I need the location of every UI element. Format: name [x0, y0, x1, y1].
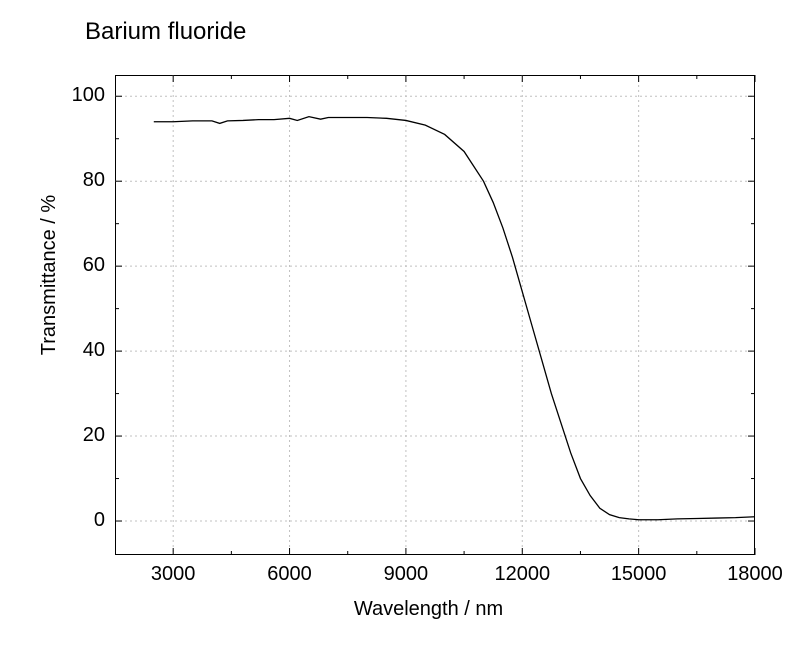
x-tick-label: 6000	[260, 563, 320, 586]
x-tick-label: 15000	[609, 563, 669, 586]
x-tick-label: 9000	[376, 563, 436, 586]
y-axis-label-text: Transmittance / %	[38, 195, 60, 355]
y-tick-label: 100	[60, 84, 105, 107]
y-tick-label: 20	[60, 424, 105, 447]
y-tick-label: 0	[60, 509, 105, 532]
x-tick-label: 18000	[725, 563, 785, 586]
chart-title: Barium fluoride	[85, 18, 246, 46]
x-axis-label: Wavelength / nm	[0, 598, 797, 621]
x-tick-label: 12000	[492, 563, 552, 586]
y-tick-label: 60	[60, 254, 105, 277]
x-axis-label-text: Wavelength / nm	[354, 598, 503, 621]
data-line	[115, 75, 755, 555]
y-tick-label: 40	[60, 339, 105, 362]
y-axis-label: Transmittance / %	[38, 150, 61, 400]
y-tick-label: 80	[60, 169, 105, 192]
x-tick-label: 3000	[143, 563, 203, 586]
title-text: Barium fluoride	[85, 18, 246, 45]
